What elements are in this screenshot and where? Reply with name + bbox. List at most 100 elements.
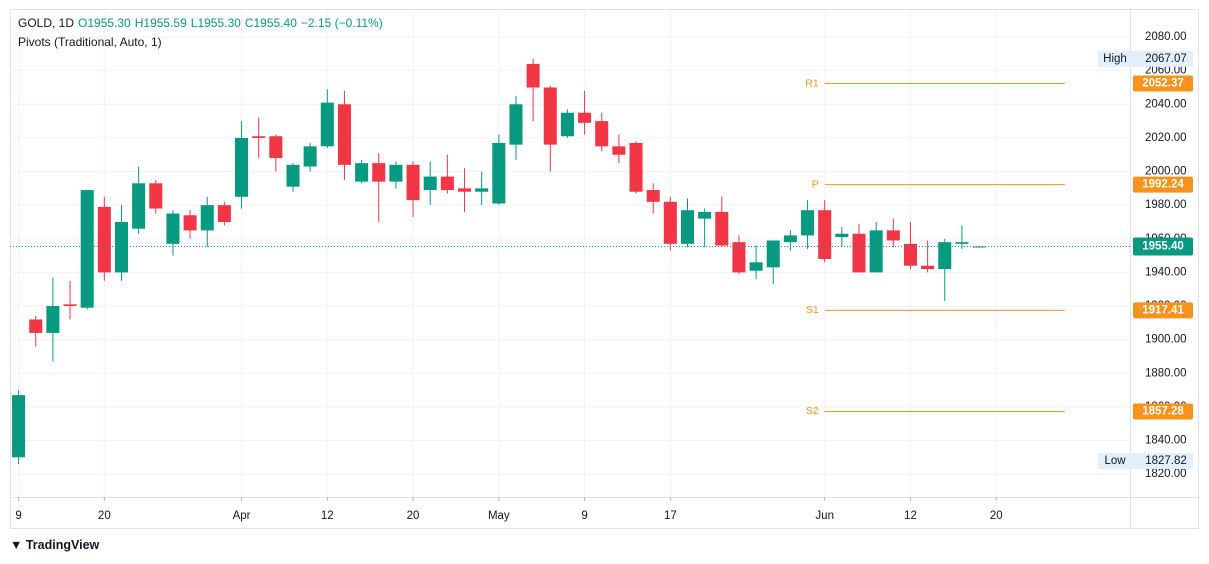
candle-body	[423, 176, 437, 191]
candle-body	[97, 206, 111, 273]
candle-body	[526, 63, 540, 88]
candle-body	[886, 230, 900, 241]
candle-body	[286, 164, 300, 187]
candle-body	[320, 102, 334, 147]
x-tick-label: 12	[904, 510, 917, 522]
candle-body	[595, 121, 609, 147]
last-price-badge	[1133, 237, 1193, 256]
x-tick-label: 20	[98, 510, 111, 522]
candle-body	[938, 242, 952, 270]
candle-body	[355, 163, 369, 182]
candle-body	[492, 142, 506, 204]
candle-body	[252, 136, 266, 138]
y-tick-label: 1900.00	[1145, 334, 1187, 346]
brand: ▼ TradingView	[10, 538, 100, 552]
pivot-value: 1992.24	[1142, 179, 1184, 191]
ohlc-value: H1955.59	[134, 16, 187, 30]
x-tick-label: 17	[664, 510, 677, 522]
candle-body	[749, 262, 763, 271]
candle-body	[903, 243, 917, 266]
candle-body	[132, 183, 146, 229]
y-tick-label: 1820.00	[1145, 468, 1187, 480]
candle-body	[217, 205, 231, 222]
candle-body	[801, 210, 815, 236]
symbol: GOLD, 1D	[18, 16, 75, 30]
marker-badge	[1098, 50, 1193, 67]
y-tick-label: 1840.00	[1145, 435, 1187, 447]
y-tick-label: 2080.00	[1145, 31, 1187, 43]
candle-body	[766, 240, 780, 268]
pivot-value: 2052.37	[1142, 78, 1184, 90]
x-tick-label: 20	[407, 510, 420, 522]
candle-body	[440, 176, 454, 191]
y-tick-label: 2040.00	[1145, 98, 1187, 110]
candle-body	[835, 233, 849, 238]
candle-body	[200, 205, 214, 231]
pivot-name: S1	[806, 304, 819, 316]
candle-body	[80, 190, 94, 308]
x-tick-label: 9	[15, 510, 21, 522]
candle-body	[663, 201, 677, 244]
candle-body	[578, 112, 592, 123]
candle-body	[646, 190, 660, 202]
candle-body	[560, 112, 574, 137]
candle-body	[303, 146, 317, 167]
last-price-label: 1955.40	[1142, 241, 1184, 253]
candle-body	[475, 188, 489, 192]
ohlc-value: L1955.30	[190, 16, 241, 30]
pivot-name: S2	[806, 405, 819, 417]
candle-body	[458, 188, 472, 192]
pivot-badge	[1133, 75, 1193, 92]
y-tick-label: 1980.00	[1145, 199, 1187, 211]
candle-body	[166, 213, 180, 244]
marker-badge	[1098, 452, 1193, 469]
candle-body	[732, 242, 746, 273]
candle-body	[783, 235, 797, 243]
candle-body	[612, 146, 626, 155]
candle-body	[406, 164, 420, 201]
candle-body	[235, 137, 249, 197]
indicator-label: Pivots (Traditional, Auto, 1)	[18, 35, 162, 49]
pivot-value: 1917.41	[1142, 304, 1184, 316]
candle-body	[372, 163, 386, 182]
candle-body	[715, 211, 729, 246]
pivot-badge	[1133, 302, 1193, 319]
candle-body	[389, 164, 403, 182]
candle-body	[509, 104, 523, 145]
y-tick-label: 2020.00	[1145, 132, 1187, 144]
x-tick-label: 12	[321, 510, 334, 522]
marker-value: 1827.82	[1145, 455, 1187, 467]
ohlc-value: C1955.40	[244, 16, 297, 30]
candle-body	[869, 230, 883, 273]
candle-body	[114, 221, 129, 273]
y-tick-label: 2000.00	[1145, 166, 1187, 178]
candle-body	[680, 210, 695, 244]
pivot-value: 1857.28	[1142, 405, 1184, 417]
candle-body	[698, 211, 712, 219]
candle-body	[629, 142, 643, 192]
ohlc-value: O1955.30	[78, 16, 131, 30]
candle-body	[63, 304, 77, 307]
candle-body	[818, 210, 832, 259]
candle-body	[269, 136, 283, 159]
candle-body	[955, 242, 969, 244]
legend-header: GOLD, 1D O1955.30 H1955.59 L1955.30 C1955.40…	[18, 16, 383, 30]
x-tick-label: May	[488, 510, 510, 522]
marker-name: Low	[1104, 455, 1126, 467]
ohlc-value: −2.15 (−0.11%)	[300, 16, 383, 30]
x-tick-label: 20	[990, 510, 1003, 522]
candle-body	[29, 319, 43, 333]
candle-body	[149, 183, 163, 209]
candle-body	[852, 233, 866, 273]
candle-body	[337, 104, 351, 165]
pivot-badge	[1133, 403, 1193, 420]
pivot-name: R1	[805, 77, 819, 89]
y-tick-label: 1880.00	[1145, 367, 1187, 379]
candle-body	[12, 395, 26, 458]
pivot-name: P	[812, 178, 819, 190]
candle-body	[46, 306, 60, 333]
marker-value: 2067.07	[1145, 53, 1187, 65]
